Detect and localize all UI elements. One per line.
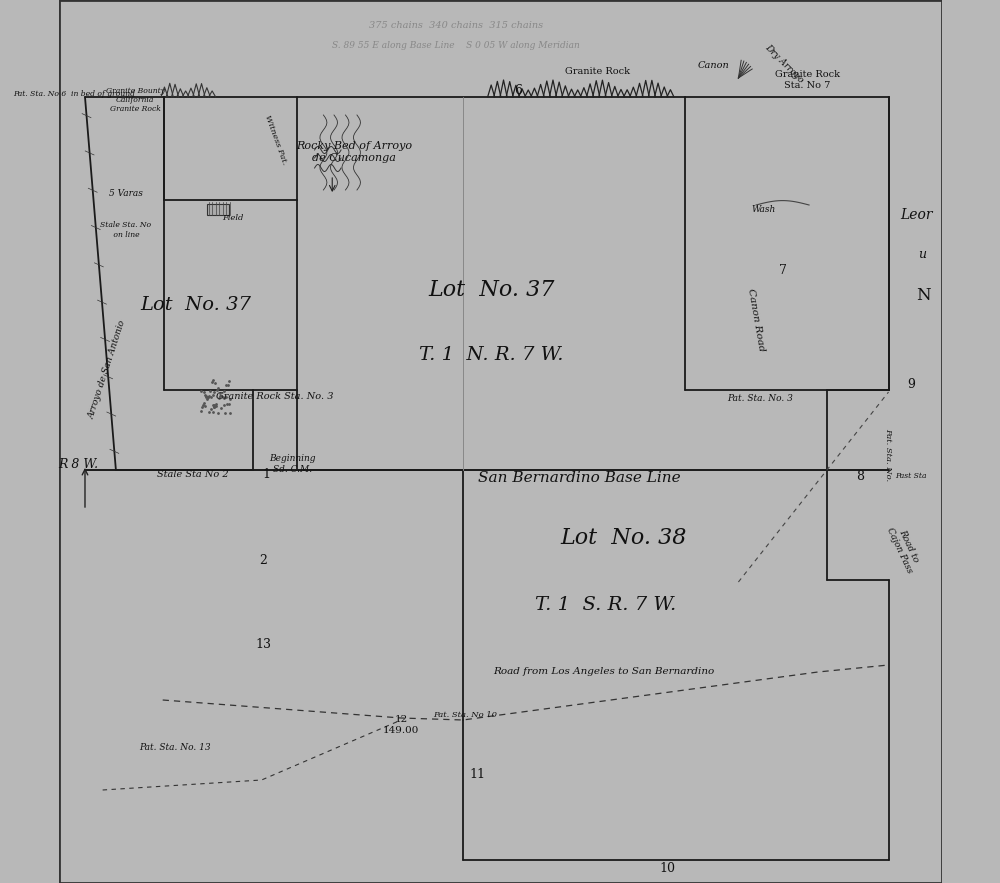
Text: Pat. Sta. No. 3: Pat. Sta. No. 3 <box>727 394 793 403</box>
Text: Arroyo de San Antonio: Arroyo de San Antonio <box>87 320 127 420</box>
Text: Road from Los Angeles to San Bernardino: Road from Los Angeles to San Bernardino <box>494 668 715 676</box>
Text: Granite Rock: Granite Rock <box>565 67 630 77</box>
Text: 7: 7 <box>779 263 786 276</box>
Text: u: u <box>918 248 926 261</box>
Text: 2: 2 <box>259 554 267 567</box>
Text: Lot  No. 37: Lot No. 37 <box>428 279 554 301</box>
Text: 11: 11 <box>469 768 485 781</box>
Text: R 8 W.: R 8 W. <box>58 458 98 472</box>
Text: 10: 10 <box>660 862 676 874</box>
Text: T. 1  S. R. 7 W.: T. 1 S. R. 7 W. <box>535 596 677 614</box>
Text: Rocky Bed of Arroyo
de Cucamonga: Rocky Bed of Arroyo de Cucamonga <box>296 141 412 162</box>
Text: 9: 9 <box>908 379 915 391</box>
Text: San Bernardino Base Line: San Bernardino Base Line <box>478 471 681 485</box>
Text: Pat. Sta. No. 13: Pat. Sta. No. 13 <box>139 743 211 752</box>
Text: 13: 13 <box>255 638 271 652</box>
Text: Witness Pat.: Witness Pat. <box>263 114 288 166</box>
Text: Pat. Sta. No 10: Pat. Sta. No 10 <box>433 711 497 719</box>
Bar <box>207 203 229 215</box>
Text: S. 89 55 E along Base Line    S 0 05 W along Meridian: S. 89 55 E along Base Line S 0 05 W alon… <box>332 41 580 49</box>
Text: Lot  No. 38: Lot No. 38 <box>560 527 687 549</box>
Text: 6: 6 <box>514 84 522 96</box>
Text: Dry Arroyo: Dry Arroyo <box>763 43 805 85</box>
Text: Lot  No. 37: Lot No. 37 <box>140 296 251 314</box>
Text: Granite Rock Sta. No. 3: Granite Rock Sta. No. 3 <box>216 393 334 402</box>
Text: Wash: Wash <box>751 206 775 215</box>
Text: Granite Bounty
California
Granite Rock: Granite Bounty California Granite Rock <box>106 87 165 113</box>
Text: Field: Field <box>222 214 243 222</box>
Text: 12
149.00: 12 149.00 <box>383 715 419 735</box>
Text: N: N <box>917 286 931 304</box>
Text: Road to
Cajon Pass: Road to Cajon Pass <box>885 522 924 575</box>
Text: Beginning
Sd. C.M.: Beginning Sd. C.M. <box>269 454 316 473</box>
Text: T. 1  N. R. 7 W.: T. 1 N. R. 7 W. <box>419 346 563 364</box>
Text: Stale Sta. No
 on line: Stale Sta. No on line <box>100 222 151 238</box>
Text: Stale Sta No 2: Stale Sta No 2 <box>157 471 229 479</box>
Text: Pat. Sta. No 6  in bed of ground: Pat. Sta. No 6 in bed of ground <box>13 90 135 98</box>
Text: Canon Road: Canon Road <box>746 288 766 352</box>
Text: 5 Varas: 5 Varas <box>109 188 143 198</box>
Text: Canon: Canon <box>698 62 730 71</box>
Text: Granite Rock
Sta. No 7: Granite Rock Sta. No 7 <box>775 71 840 90</box>
Text: 8: 8 <box>856 470 864 482</box>
Text: 1: 1 <box>263 467 271 480</box>
Text: Leor: Leor <box>901 208 933 222</box>
Text: 375 chains  340 chains  315 chains: 375 chains 340 chains 315 chains <box>369 20 543 29</box>
Text: Pat. Sta. No.: Pat. Sta. No. <box>885 428 893 481</box>
Text: Past Sta: Past Sta <box>895 472 926 480</box>
